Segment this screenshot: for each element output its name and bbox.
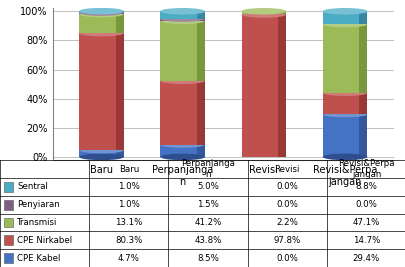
Text: Perpanjanga
n: Perpanjanga n	[181, 159, 234, 179]
Text: 43.8%: 43.8%	[194, 236, 221, 245]
Bar	[79, 33, 124, 150]
Bar	[358, 11, 367, 24]
Bar	[160, 11, 205, 19]
Text: Penyiaran: Penyiaran	[17, 200, 60, 209]
Bar	[79, 150, 124, 157]
Text: Revisi&Perpa
jangan: Revisi&Perpa jangan	[337, 159, 394, 179]
FancyBboxPatch shape	[4, 235, 13, 245]
Bar	[196, 11, 205, 19]
Text: 0.0%: 0.0%	[276, 200, 297, 209]
Ellipse shape	[322, 154, 367, 160]
Text: 29.4%: 29.4%	[352, 254, 379, 263]
Bar	[277, 11, 286, 14]
Bar	[115, 14, 124, 33]
Bar	[241, 11, 286, 14]
Text: 2.2%: 2.2%	[276, 218, 297, 227]
Ellipse shape	[79, 8, 124, 14]
Text: 1.5%: 1.5%	[197, 200, 218, 209]
Text: 8.8%: 8.8%	[355, 182, 376, 191]
Bar	[115, 150, 124, 157]
Bar	[322, 11, 367, 24]
Text: 14.7%: 14.7%	[352, 236, 379, 245]
Text: Sentral: Sentral	[17, 182, 48, 191]
Text: 47.1%: 47.1%	[352, 218, 379, 227]
Bar	[115, 33, 124, 150]
Ellipse shape	[322, 8, 367, 15]
Bar	[322, 114, 367, 157]
Text: CPE Nirkabel: CPE Nirkabel	[17, 236, 72, 245]
Bar	[277, 14, 286, 157]
FancyBboxPatch shape	[4, 200, 13, 210]
Bar	[358, 114, 367, 157]
Bar	[160, 19, 205, 21]
FancyBboxPatch shape	[4, 182, 13, 192]
Bar	[241, 14, 286, 157]
Text: 4.7%: 4.7%	[118, 254, 139, 263]
Ellipse shape	[322, 111, 367, 117]
Text: 80.3%: 80.3%	[115, 236, 142, 245]
Bar	[196, 19, 205, 21]
Ellipse shape	[79, 11, 124, 17]
Ellipse shape	[241, 8, 286, 15]
Text: 41.2%: 41.2%	[194, 218, 221, 227]
Text: 0.0%: 0.0%	[276, 254, 297, 263]
FancyBboxPatch shape	[4, 253, 13, 263]
Ellipse shape	[241, 11, 286, 18]
Ellipse shape	[160, 154, 205, 160]
Bar	[322, 24, 367, 93]
Ellipse shape	[160, 8, 205, 15]
Ellipse shape	[160, 141, 205, 148]
Text: Baru: Baru	[119, 164, 139, 174]
Bar	[79, 14, 124, 33]
Ellipse shape	[160, 15, 205, 22]
Text: 0.0%: 0.0%	[276, 182, 297, 191]
Bar	[196, 81, 205, 144]
Ellipse shape	[160, 17, 205, 24]
Ellipse shape	[322, 21, 367, 28]
Ellipse shape	[79, 147, 124, 153]
Bar	[115, 11, 124, 13]
Text: Revisi: Revisi	[274, 164, 299, 174]
Ellipse shape	[79, 9, 124, 16]
Bar	[358, 93, 367, 114]
Ellipse shape	[322, 89, 367, 96]
Bar	[79, 13, 124, 14]
Bar	[160, 81, 205, 144]
Text: 97.8%: 97.8%	[273, 236, 300, 245]
Text: 1.0%: 1.0%	[118, 182, 139, 191]
Text: 1.0%: 1.0%	[118, 200, 139, 209]
Text: Transmisi: Transmisi	[17, 218, 57, 227]
Bar	[196, 144, 205, 157]
Bar	[358, 24, 367, 93]
Ellipse shape	[79, 154, 124, 160]
Text: 0.0%: 0.0%	[355, 200, 376, 209]
Text: 8.5%: 8.5%	[197, 254, 218, 263]
Text: 5.0%: 5.0%	[197, 182, 218, 191]
Bar	[196, 21, 205, 81]
Bar	[160, 21, 205, 81]
Ellipse shape	[79, 30, 124, 36]
Text: 13.1%: 13.1%	[115, 218, 142, 227]
Bar	[322, 93, 367, 114]
Bar	[79, 11, 124, 13]
Bar	[115, 13, 124, 14]
Bar	[160, 144, 205, 157]
Text: CPE Kabel: CPE Kabel	[17, 254, 60, 263]
Ellipse shape	[160, 77, 205, 84]
FancyBboxPatch shape	[4, 218, 13, 227]
